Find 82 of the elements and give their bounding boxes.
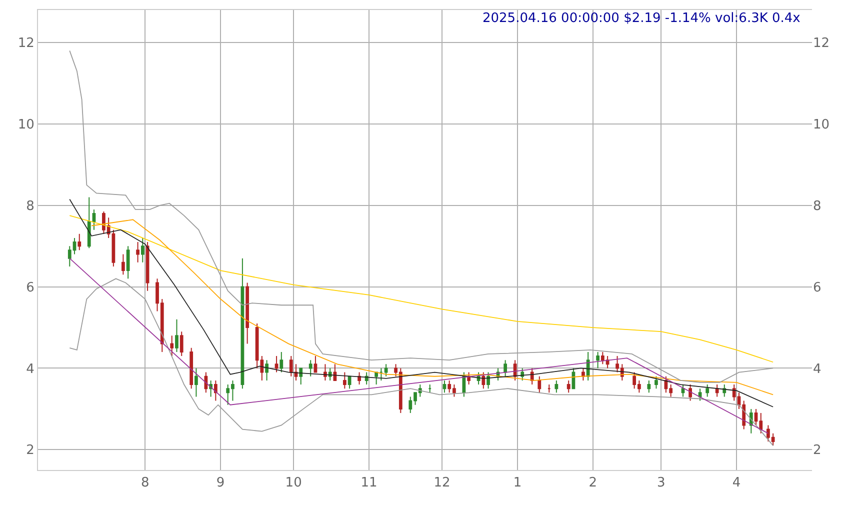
y2-tick-label: 12 bbox=[813, 36, 830, 52]
x-tick-label: 1 bbox=[513, 476, 522, 491]
candlestick bbox=[333, 364, 337, 381]
candlestick bbox=[146, 242, 150, 292]
candlestick bbox=[688, 384, 692, 402]
x-tick-label: 3 bbox=[656, 476, 666, 491]
candlestick bbox=[547, 384, 551, 394]
x-tick-label: 12 bbox=[434, 476, 450, 491]
chart-title: 2025.04.16 00:00:00 $2.19 -1.14% vol:6.3K 0.4x bbox=[482, 11, 801, 26]
candlestick bbox=[246, 282, 250, 344]
candlestick bbox=[274, 356, 278, 373]
x-tick-label: 2 bbox=[588, 476, 598, 491]
x-tick-label: 4 bbox=[732, 476, 741, 491]
x-tick-label: 8 bbox=[140, 476, 150, 491]
candlestick bbox=[358, 372, 361, 386]
candlestick bbox=[180, 331, 184, 357]
x-tick-label: 11 bbox=[360, 476, 378, 491]
candlestick bbox=[681, 384, 685, 398]
candlestick bbox=[87, 196, 91, 249]
candlestick bbox=[380, 368, 383, 381]
candlestick bbox=[504, 360, 508, 377]
candlestick bbox=[78, 233, 82, 251]
candlestick bbox=[214, 380, 218, 402]
candlestick bbox=[698, 388, 702, 402]
candlestick bbox=[513, 360, 517, 381]
candlestick bbox=[722, 384, 726, 398]
candlestick bbox=[170, 335, 174, 357]
y-tick-label: 10 bbox=[18, 118, 34, 133]
candlestick bbox=[140, 237, 144, 263]
candlestick bbox=[706, 384, 710, 398]
candlestick bbox=[442, 380, 446, 394]
candlestick bbox=[240, 258, 244, 390]
candlestick bbox=[428, 384, 432, 394]
line-series bbox=[69, 278, 774, 446]
candlestick bbox=[554, 380, 558, 394]
candlestick bbox=[308, 360, 312, 377]
candlestick bbox=[122, 254, 125, 276]
candlestick bbox=[596, 351, 600, 369]
candlestick bbox=[299, 368, 303, 386]
candlestick bbox=[294, 364, 298, 381]
candlestick bbox=[520, 368, 524, 381]
candlestick bbox=[289, 356, 293, 377]
line-series bbox=[69, 50, 774, 383]
candlestick bbox=[190, 347, 194, 390]
candlestick bbox=[280, 351, 284, 373]
y2-tick-label: 4 bbox=[813, 362, 822, 377]
candlestick bbox=[538, 376, 542, 394]
candlestick bbox=[324, 364, 327, 381]
candlestick bbox=[126, 246, 130, 280]
line-series bbox=[91, 219, 774, 396]
line-series bbox=[69, 258, 769, 434]
candlestick bbox=[374, 372, 378, 386]
y2-tick-label: 6 bbox=[813, 280, 822, 296]
line-series bbox=[69, 198, 774, 408]
candlestick bbox=[364, 372, 368, 386]
x-tick-label: 9 bbox=[216, 476, 225, 491]
candlestick bbox=[582, 368, 585, 381]
candlestick bbox=[92, 208, 96, 230]
candlestick bbox=[194, 368, 198, 398]
line-series bbox=[69, 215, 774, 363]
candlestick bbox=[486, 372, 490, 390]
y-tick-label: 6 bbox=[26, 280, 34, 296]
y2-tick-label: 10 bbox=[813, 118, 830, 133]
candlestick bbox=[342, 372, 346, 390]
y2-tick-label: 2 bbox=[813, 443, 822, 458]
candlestick bbox=[647, 380, 651, 394]
candlestick bbox=[715, 384, 719, 398]
candlestick bbox=[136, 242, 140, 263]
candlestick bbox=[384, 364, 388, 377]
y-tick-label: 2 bbox=[26, 443, 34, 458]
candlestick bbox=[175, 318, 178, 352]
candlestick bbox=[482, 372, 486, 390]
candlestick bbox=[566, 380, 570, 394]
candlestick bbox=[314, 356, 318, 373]
candlestick bbox=[654, 376, 658, 390]
y2-tick-label: 8 bbox=[813, 198, 822, 214]
y-tick-label: 12 bbox=[18, 36, 34, 52]
candlestick bbox=[265, 360, 268, 381]
x-tick-label: 10 bbox=[285, 476, 302, 491]
y-tick-label: 4 bbox=[26, 362, 34, 377]
y-tick-label: 8 bbox=[26, 198, 34, 214]
candlestick bbox=[467, 372, 470, 386]
